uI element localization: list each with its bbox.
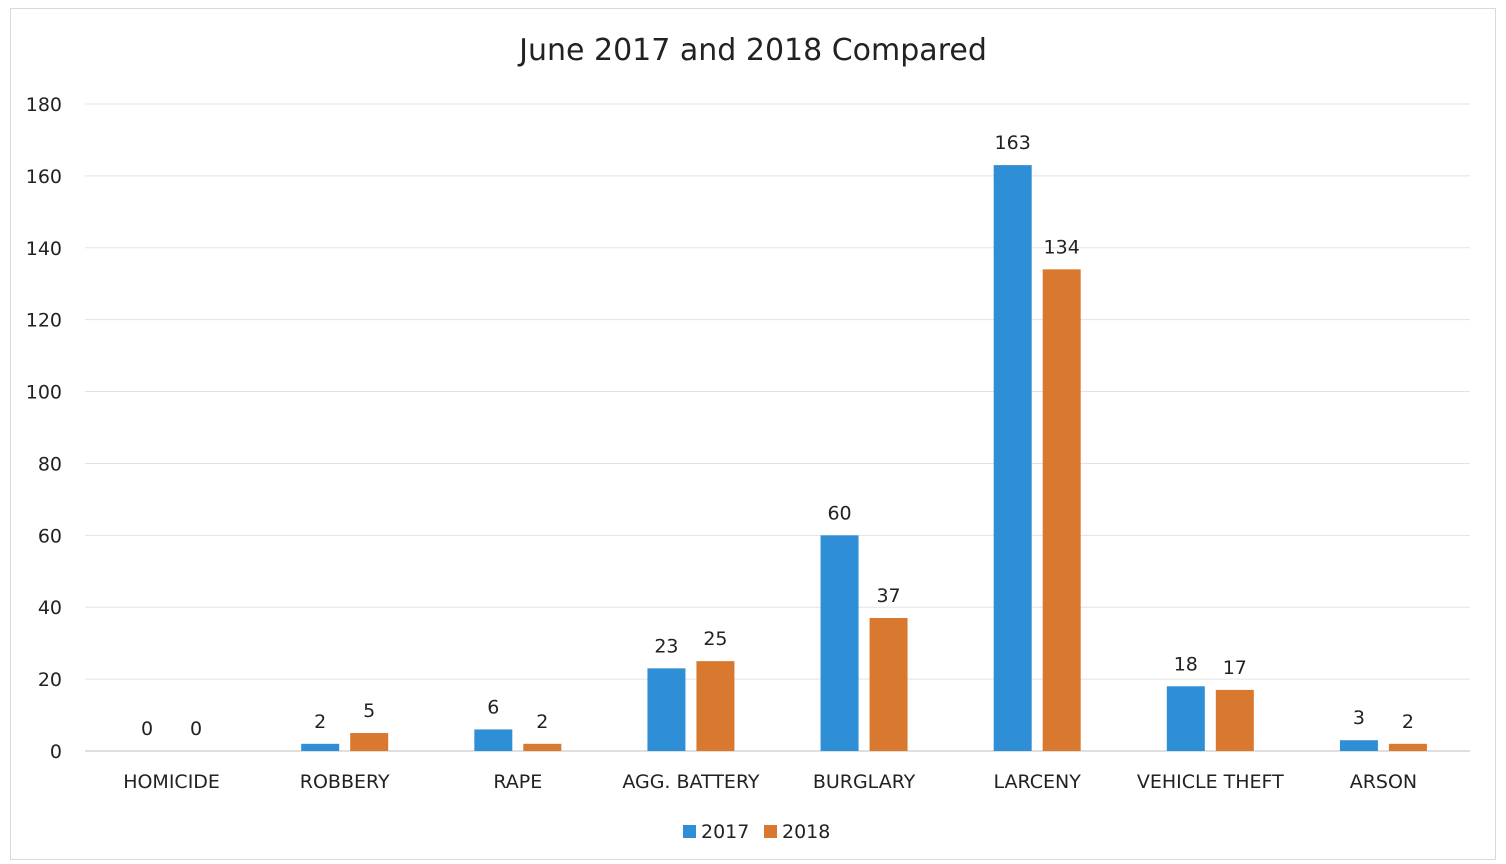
- x-axis-labels: HOMICIDE ROBBERY RAPE AGG. BATTERY BURGLARY L…: [123, 771, 1417, 793]
- y-tick-label: 80: [38, 453, 62, 475]
- bar: [993, 165, 1032, 751]
- legend-swatch: [683, 825, 696, 838]
- chart-title: June 2017 and 2018 Compared: [517, 33, 987, 68]
- bar: [647, 668, 686, 751]
- data-label: 23: [654, 635, 678, 657]
- data-label: 2: [314, 711, 326, 733]
- y-tick-label: 0: [50, 741, 62, 763]
- data-label: 17: [1223, 657, 1247, 679]
- data-label: 2: [1402, 711, 1414, 733]
- gridlines: [85, 103, 1470, 752]
- data-label: 37: [876, 585, 900, 607]
- x-tick-label: AGG. BATTERY: [622, 771, 760, 793]
- data-label: 18: [1174, 653, 1198, 675]
- legend-label: 2017: [701, 821, 749, 843]
- y-tick-label: 180: [26, 94, 62, 116]
- y-tick-label: 120: [26, 310, 62, 332]
- y-axis-ticks: 0 20 40 60 80 100 120 140 160 180: [26, 94, 62, 763]
- data-label: 2: [536, 711, 548, 733]
- bar: [820, 535, 859, 751]
- bar: [350, 733, 389, 751]
- y-tick-label: 100: [26, 382, 62, 404]
- data-label: 25: [703, 628, 727, 650]
- bar: [1166, 686, 1205, 751]
- x-tick-label: LARCENY: [994, 771, 1082, 793]
- x-tick-label: HOMICIDE: [123, 771, 220, 793]
- y-tick-label: 40: [38, 597, 62, 619]
- x-tick-label: BURGLARY: [813, 771, 916, 793]
- data-label: 60: [827, 502, 851, 524]
- legend-label: 2018: [782, 821, 830, 843]
- data-label: 6: [487, 696, 499, 718]
- x-tick-label: ARSON: [1350, 771, 1417, 793]
- bar: [1339, 740, 1378, 751]
- bar: [523, 743, 562, 751]
- y-tick-label: 20: [38, 669, 62, 691]
- data-label: 0: [141, 718, 153, 740]
- bar: [869, 618, 908, 751]
- data-label: 3: [1353, 707, 1365, 729]
- x-tick-label: VEHICLE THEFT: [1137, 771, 1284, 793]
- data-label: 0: [190, 718, 202, 740]
- bar: [696, 661, 735, 751]
- y-tick-label: 160: [26, 166, 62, 188]
- y-tick-label: 60: [38, 525, 62, 547]
- bar: [1388, 743, 1427, 751]
- x-tick-label: ROBBERY: [300, 771, 390, 793]
- bar: [1215, 689, 1254, 751]
- bars: [301, 165, 1427, 751]
- y-tick-label: 140: [26, 238, 62, 260]
- x-tick-label: RAPE: [493, 771, 542, 793]
- bar: [474, 729, 513, 751]
- bar: [301, 743, 340, 751]
- legend-swatch: [764, 825, 777, 838]
- data-label: 163: [995, 132, 1031, 154]
- bar: [1042, 269, 1081, 751]
- data-label: 134: [1044, 236, 1080, 258]
- data-label: 5: [363, 700, 375, 722]
- legend: 2017 2018: [683, 821, 830, 843]
